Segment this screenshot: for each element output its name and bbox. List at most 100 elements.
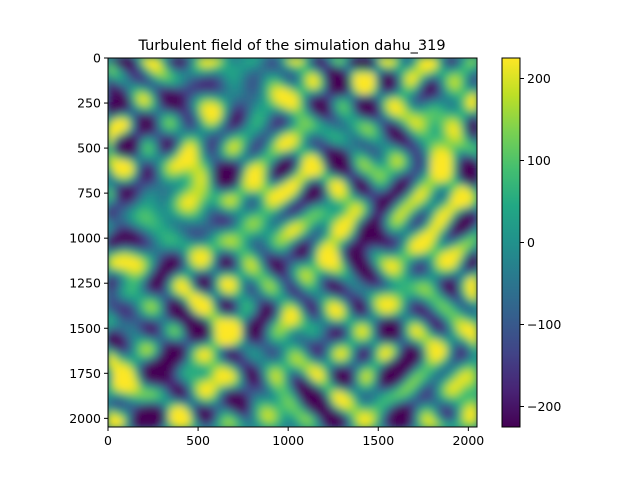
heatmap-cell: [133, 211, 140, 218]
heatmap-cell: [195, 88, 201, 95]
heatmap-cell: [210, 263, 217, 269]
heatmap-cell: [323, 247, 329, 254]
heatmap-cell: [348, 109, 355, 115]
heatmap-cell: [138, 406, 145, 413]
heatmap-cell: [108, 350, 114, 356]
heatmap-cell: [436, 155, 442, 162]
heatmap-cell: [143, 145, 150, 151]
heatmap-cell: [236, 365, 242, 372]
heatmap-cell: [323, 83, 329, 90]
heatmap-cell: [307, 216, 314, 223]
heatmap-cell: [195, 401, 201, 408]
heatmap-cell: [266, 345, 273, 351]
heatmap-cell: [415, 58, 422, 64]
heatmap-cell: [313, 73, 319, 80]
heatmap-cell: [451, 145, 458, 151]
heatmap-cell: [410, 365, 417, 372]
heatmap-cell: [318, 119, 324, 126]
heatmap-cell: [159, 150, 165, 156]
heatmap-cell: [395, 288, 401, 295]
heatmap-cell: [451, 242, 458, 249]
heatmap-cell: [323, 181, 329, 187]
heatmap-cell: [369, 375, 376, 382]
heatmap-cell: [461, 114, 468, 121]
heatmap-cell: [261, 370, 268, 377]
heatmap-cell: [436, 206, 442, 213]
heatmap-cell: [164, 288, 171, 295]
heatmap-cell: [328, 304, 335, 310]
heatmap-cell: [292, 278, 299, 285]
heatmap-cell: [200, 88, 206, 95]
heatmap-cell: [410, 68, 417, 74]
heatmap-cell: [287, 58, 294, 64]
heatmap-cell: [246, 191, 253, 197]
heatmap-cell: [246, 227, 253, 233]
heatmap-cell: [282, 124, 288, 131]
heatmap-cell: [292, 406, 299, 413]
heatmap-cell: [395, 293, 401, 300]
heatmap-cell: [354, 155, 360, 162]
heatmap-cell: [348, 227, 355, 233]
heatmap-cell: [395, 160, 401, 167]
heatmap-cell: [384, 58, 391, 64]
heatmap-cell: [466, 329, 473, 336]
heatmap-cell: [318, 339, 324, 346]
heatmap-cell: [343, 345, 350, 351]
heatmap-cell: [354, 406, 360, 413]
heatmap-cell: [359, 93, 365, 100]
heatmap-cell: [133, 181, 140, 187]
heatmap-cell: [302, 370, 309, 377]
heatmap-cell: [348, 365, 355, 372]
heatmap-cell: [307, 324, 314, 331]
heatmap-cell: [456, 191, 463, 197]
heatmap-cell: [225, 88, 232, 95]
heatmap-cell: [389, 375, 396, 382]
heatmap-cell: [338, 196, 345, 203]
heatmap-cell: [374, 155, 381, 162]
heatmap-cell: [471, 298, 477, 305]
heatmap-cell: [154, 88, 160, 95]
heatmap-cell: [441, 222, 447, 228]
heatmap-cell: [205, 386, 212, 392]
heatmap-cell: [215, 129, 222, 136]
heatmap-cell: [190, 165, 196, 172]
heatmap-cell: [287, 129, 294, 136]
heatmap-cell: [190, 386, 196, 392]
heatmap-cell: [220, 175, 227, 182]
heatmap-cell: [128, 150, 135, 156]
heatmap-cell: [313, 78, 319, 85]
heatmap-cell: [348, 278, 355, 285]
heatmap-cell: [225, 334, 232, 341]
heatmap-cell: [246, 370, 253, 377]
heatmap-cell: [354, 129, 360, 136]
heatmap-cell: [415, 150, 422, 156]
heatmap-cell: [195, 165, 201, 172]
heatmap-cell: [359, 293, 365, 300]
heatmap-cell: [113, 283, 119, 290]
heatmap-cell: [123, 99, 130, 105]
heatmap-cell: [400, 365, 406, 372]
heatmap-cell: [379, 350, 386, 356]
heatmap-cell: [436, 334, 442, 341]
heatmap-cell: [169, 375, 176, 382]
heatmap-cell: [261, 268, 268, 274]
heatmap-cell: [384, 165, 391, 172]
heatmap-cell: [364, 309, 370, 315]
heatmap-cell: [318, 222, 324, 228]
heatmap-cell: [425, 288, 432, 295]
heatmap-cell: [133, 93, 140, 100]
heatmap-cell: [441, 216, 447, 223]
heatmap-cell: [307, 150, 314, 156]
heatmap-cell: [379, 345, 386, 351]
heatmap-cell: [282, 365, 288, 372]
heatmap-cell: [251, 396, 258, 402]
heatmap-cell: [354, 298, 360, 305]
heatmap-cell: [292, 216, 299, 223]
heatmap-cell: [169, 93, 176, 100]
heatmap-cell: [369, 309, 376, 315]
heatmap-cell: [241, 278, 247, 285]
heatmap-cell: [277, 201, 283, 208]
heatmap-cell: [128, 88, 135, 95]
heatmap-cell: [231, 257, 237, 264]
heatmap-cell: [251, 380, 258, 387]
